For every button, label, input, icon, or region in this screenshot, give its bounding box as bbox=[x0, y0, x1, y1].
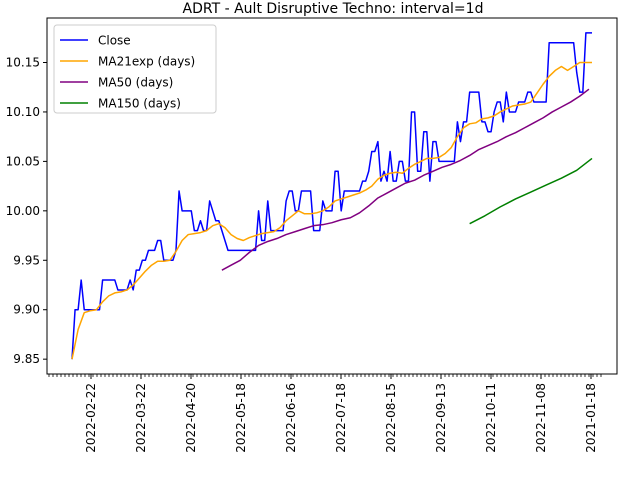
series-layer bbox=[71, 32, 593, 360]
legend-label-ma150-days: MA150 (days) bbox=[98, 97, 181, 111]
series-line-ma21exp-days bbox=[71, 61, 592, 360]
y-tick-label: 10.15 bbox=[6, 56, 40, 70]
x-axis: 2022-02-22 2022-03-22 2022-04-20 2022-05-18… bbox=[48, 374, 602, 453]
y-tick-label: 9.95 bbox=[13, 253, 40, 267]
legend-label-ma21exp-days: MA21exp (days) bbox=[98, 55, 195, 69]
x-tick-label: 2022-09-13 bbox=[434, 383, 448, 453]
chart-title: ADRT - Ault Disruptive Techno: interval=… bbox=[183, 1, 484, 17]
x-tick-label: 2022-06-16 bbox=[284, 383, 298, 453]
x-tick-label: 2022-11-08 bbox=[534, 383, 548, 453]
legend: Close MA21exp (days) MA50 (days) MA150 (day… bbox=[53, 24, 217, 114]
series-line-close bbox=[71, 32, 592, 360]
x-tick-label: 2022-02-22 bbox=[84, 383, 98, 453]
y-tick-label: 9.90 bbox=[13, 303, 40, 317]
legend-label-close: Close bbox=[98, 34, 131, 48]
legend-label-ma50-days: MA50 (days) bbox=[98, 76, 173, 90]
y-tick-label: 10.05 bbox=[6, 154, 40, 168]
y-tick-label: 10.00 bbox=[6, 204, 40, 218]
x-tick-label: 2021-01-18 bbox=[584, 383, 598, 453]
y-axis: 9.85 9.90 9.95 10.00 10.05 10.10 10.15 bbox=[6, 56, 47, 366]
x-tick-label: 2022-03-22 bbox=[134, 383, 148, 453]
x-tick-label: 2022-07-18 bbox=[334, 383, 348, 453]
legend-box bbox=[53, 24, 217, 114]
series-line-ma50-days bbox=[221, 88, 590, 271]
x-tick-label: 2022-08-15 bbox=[384, 383, 398, 453]
y-tick-label: 10.10 bbox=[6, 105, 40, 119]
plot-area bbox=[46, 17, 618, 375]
series-line-ma150-days bbox=[469, 157, 593, 225]
x-tick-label: 2022-04-20 bbox=[184, 383, 198, 453]
x-tick-label: 2022-10-11 bbox=[484, 383, 498, 453]
y-tick-label: 9.85 bbox=[13, 352, 40, 366]
x-tick-label: 2022-05-18 bbox=[234, 383, 248, 453]
